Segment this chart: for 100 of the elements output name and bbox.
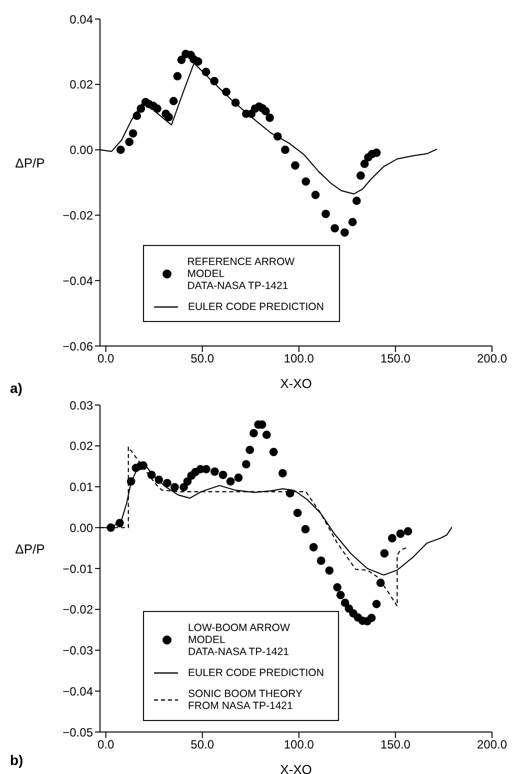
point [210, 467, 219, 476]
x-tick-label: 150.0 [380, 738, 411, 752]
x-tick-label: 200.0 [476, 738, 508, 752]
point [293, 508, 302, 518]
point [125, 138, 134, 146]
point [210, 76, 219, 86]
point [311, 190, 320, 200]
y-tick-label: −0.01 [62, 562, 94, 576]
point [116, 146, 125, 154]
point [273, 132, 282, 141]
point [302, 177, 310, 186]
point [266, 114, 274, 122]
point [269, 448, 278, 456]
y-tick-label: 0.02 [70, 78, 94, 92]
y-tick-label: −0.03 [62, 644, 94, 658]
point [376, 578, 385, 588]
legend-label: EULER CODE PREDICTION [188, 667, 324, 679]
y-tick-label: 0.02 [70, 439, 94, 454]
point [202, 68, 210, 76]
legend-label: EULER CODE PREDICTION [188, 301, 324, 313]
point [246, 446, 254, 454]
x-axis-title: X-XO [280, 762, 312, 774]
x-tick-label: 50.0 [190, 352, 214, 366]
point [278, 469, 287, 478]
x-tick-label: 200.0 [476, 352, 508, 366]
x-tick-label: 50.0 [190, 738, 214, 752]
point [261, 107, 270, 116]
y-tick-label: −0.02 [62, 208, 94, 222]
x-tick-label: 100.0 [284, 352, 314, 366]
point [330, 224, 340, 232]
point [222, 88, 230, 96]
legend-label: LOW-BOOM ARROW MODEL DATA-NASA TP-1421 [188, 622, 291, 658]
point [372, 600, 381, 608]
point [147, 470, 156, 480]
point [280, 146, 290, 154]
point [396, 530, 405, 538]
x-tick-label: 150.0 [380, 352, 411, 366]
y-tick-label: −0.04 [62, 684, 94, 698]
point [180, 482, 188, 492]
point [340, 598, 350, 608]
point [226, 477, 235, 486]
point [128, 129, 138, 138]
point [348, 218, 357, 226]
point [106, 523, 116, 532]
legend-label: REFERENCE ARROW MODEL DATA-NASA TP-1421 [187, 256, 296, 292]
point [115, 518, 124, 528]
point [136, 104, 146, 113]
point [194, 57, 202, 66]
point [336, 590, 345, 600]
point [316, 556, 326, 565]
y-axis-title: ΔP/P [15, 156, 45, 170]
point [163, 478, 172, 488]
x-axis-title: X-XO [280, 376, 312, 391]
legend-label: SONIC BOOM THEORY FROM NASA TP-1421 [188, 688, 303, 712]
point [173, 72, 182, 80]
y-tick-label: −0.02 [62, 602, 94, 617]
point [234, 474, 243, 482]
point [132, 112, 142, 120]
x-tick-label: 0.0 [97, 352, 114, 366]
point [367, 614, 376, 622]
point [169, 96, 178, 106]
point [164, 112, 173, 122]
y-tick-label: −0.06 [62, 339, 94, 354]
point [154, 476, 164, 484]
point [152, 104, 162, 113]
point [126, 477, 136, 486]
point [286, 489, 294, 498]
point [231, 98, 240, 107]
point [291, 161, 300, 170]
point [404, 527, 412, 536]
point [380, 549, 389, 558]
point [333, 583, 342, 592]
x-tick-label: 100.0 [284, 738, 314, 752]
y-tick-label: 0.03 [70, 398, 94, 412]
point [309, 543, 318, 552]
point [202, 464, 210, 474]
point [325, 566, 334, 575]
point [177, 56, 186, 64]
point [340, 228, 349, 237]
point [218, 470, 228, 480]
point [352, 196, 361, 206]
point [322, 210, 330, 218]
point [170, 482, 179, 492]
text: b) [10, 752, 24, 768]
point [250, 429, 258, 438]
y-tick-label: 0.04 [70, 12, 94, 26]
point [242, 460, 250, 468]
point [372, 148, 381, 157]
text: a) [10, 380, 22, 396]
point [301, 525, 310, 534]
x-tick-label: 0.0 [97, 738, 114, 752]
point [388, 534, 396, 542]
point [262, 430, 271, 440]
y-tick-label: 0.01 [70, 480, 94, 494]
y-tick-label: −0.05 [62, 725, 94, 740]
y-axis-title: ΔP/P [15, 542, 45, 556]
y-tick-label: 0.00 [70, 520, 94, 535]
point [360, 160, 369, 168]
y-tick-label: 0.00 [70, 143, 94, 158]
y-tick-label: −0.04 [62, 274, 94, 288]
